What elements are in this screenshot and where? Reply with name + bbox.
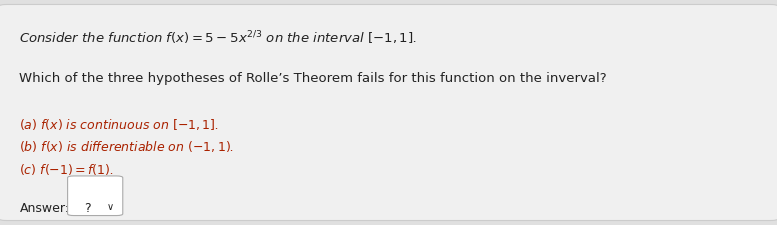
- Text: Consider the function $f(x) = 5 - 5x^{2/3}$ on the interval $[-1, 1]$.: Consider the function $f(x) = 5 - 5x^{2/…: [19, 29, 417, 47]
- Text: Which of the three hypotheses of Rolle’s Theorem fails for this function on the : Which of the three hypotheses of Rolle’s…: [19, 72, 607, 85]
- Text: $(b)$ $f(x)$ is differentiable on $(-1, 1)$.: $(b)$ $f(x)$ is differentiable on $(-1, …: [19, 140, 235, 155]
- Text: Answer:: Answer:: [19, 202, 69, 216]
- Text: ∨: ∨: [107, 202, 114, 212]
- Text: $(c)$ $f(-1) = f(1)$.: $(c)$ $f(-1) = f(1)$.: [19, 162, 114, 177]
- FancyBboxPatch shape: [68, 176, 123, 216]
- Text: ?: ?: [84, 202, 91, 216]
- Text: $(a)$ $f(x)$ is continuous on $[-1, 1]$.: $(a)$ $f(x)$ is continuous on $[-1, 1]$.: [19, 117, 219, 132]
- FancyBboxPatch shape: [0, 4, 777, 220]
